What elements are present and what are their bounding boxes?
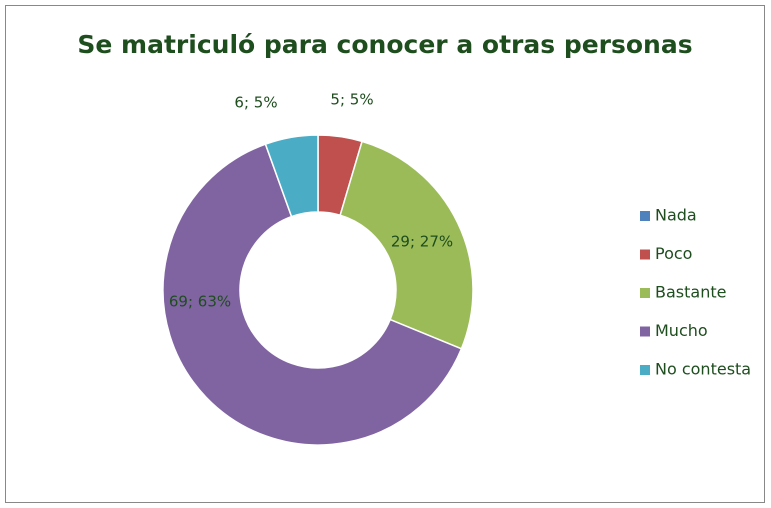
legend-label: Mucho: [655, 321, 708, 340]
legend-label: No contesta: [655, 360, 751, 379]
legend-swatch: [640, 326, 650, 337]
data-label: 5; 5%: [330, 91, 373, 109]
legend-swatch: [640, 365, 650, 375]
data-label: 69; 63%: [169, 293, 231, 311]
donut-slice: [162, 143, 463, 446]
data-label: 29; 27%: [391, 233, 453, 251]
donut-slice: [264, 134, 319, 218]
chart-title: Se matriculó para conocer a otras person…: [77, 30, 692, 59]
data-label: 6; 5%: [234, 94, 277, 112]
legend-label: Nada: [655, 206, 697, 225]
legend-swatch: [640, 211, 650, 221]
legend-label: Bastante: [655, 283, 726, 302]
legend-label: Poco: [655, 244, 692, 263]
legend-swatch: [640, 249, 650, 260]
donut-slice: [339, 140, 474, 350]
legend-swatch: [640, 288, 650, 298]
